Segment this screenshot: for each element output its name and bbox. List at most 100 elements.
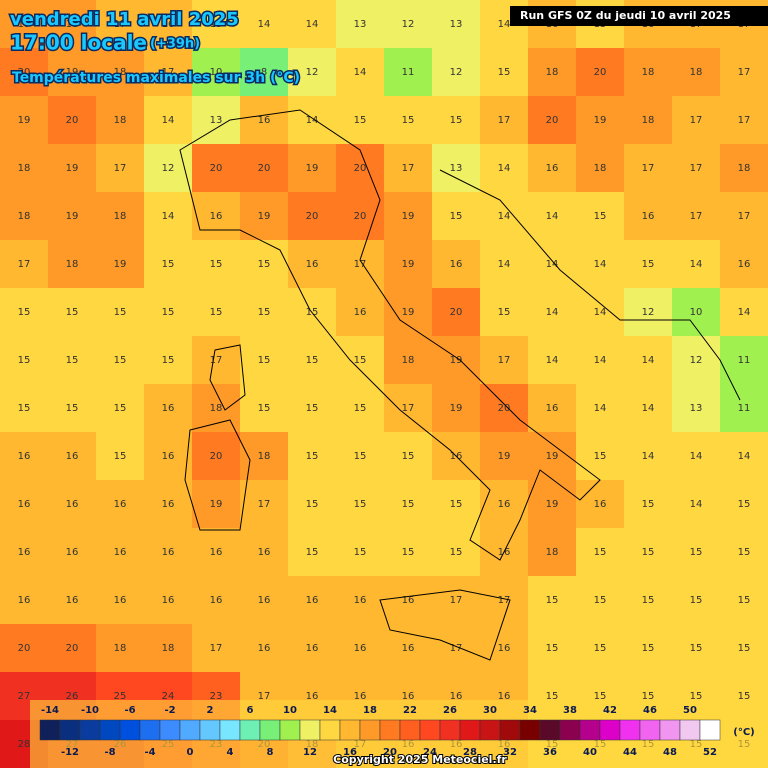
temperature-cell — [144, 480, 193, 529]
temperature-cell — [576, 96, 625, 145]
temperature-cell — [48, 0, 97, 49]
temperature-cell — [576, 192, 625, 241]
temperature-cell — [288, 624, 337, 673]
temperature-value: 8 — [261, 67, 267, 78]
temperature-cell — [144, 528, 193, 577]
temperature-cell — [336, 144, 385, 193]
temperature-cell — [336, 528, 385, 577]
temperature-value: 15 — [738, 499, 751, 510]
temperature-value: 14 — [642, 355, 655, 366]
temperature-cell — [96, 96, 145, 145]
date-title: vendredi 11 avril 2025 — [10, 9, 239, 30]
temperature-value: 14 — [498, 19, 511, 30]
temperature-value: 14 — [162, 211, 175, 222]
temperature-value: 17 — [450, 643, 463, 654]
scale-swatch — [579, 719, 601, 741]
temperature-cell — [240, 336, 289, 385]
temperature-value: 15 — [258, 403, 271, 414]
temperature-value: 15 — [642, 499, 655, 510]
temperature-value: 16 — [114, 595, 127, 606]
temperature-value: 18 — [402, 355, 415, 366]
temperature-cell — [720, 288, 768, 337]
temperature-cell — [48, 144, 97, 193]
temperature-cell — [96, 528, 145, 577]
scale-label: 2 — [207, 705, 214, 716]
temperature-cell — [288, 528, 337, 577]
temperature-value: 15 — [642, 643, 655, 654]
temperature-value: 15 — [546, 595, 559, 606]
temperature-value: 15 — [114, 403, 127, 414]
temperature-value: 15 — [642, 547, 655, 558]
temperature-value: 15 — [66, 355, 79, 366]
temperature-value: 15 — [642, 259, 655, 270]
temperature-cell — [528, 192, 577, 241]
scale-swatch — [119, 719, 141, 741]
temperature-value: 16 — [162, 595, 175, 606]
temperature-value: 11 — [738, 355, 751, 366]
temperature-value: 16 — [66, 547, 79, 558]
temperature-value: 15 — [642, 595, 655, 606]
temperature-cell — [432, 288, 481, 337]
temperature-cell — [384, 96, 433, 145]
scale-swatch — [79, 719, 101, 741]
scale-swatch — [239, 719, 261, 741]
temperature-value: 17 — [642, 163, 655, 174]
temperature-value: 15 — [354, 451, 367, 462]
temperature-value: 11 — [738, 403, 751, 414]
temperature-cell — [288, 192, 337, 241]
scale-swatch — [99, 719, 121, 741]
temperature-cell — [288, 96, 337, 145]
color-scale: -14-12-10-8-6-4-202468101214161820222426… — [30, 700, 768, 768]
temperature-value: 18 — [642, 115, 655, 126]
temperature-cell — [48, 432, 97, 481]
temperature-cell — [576, 528, 625, 577]
scale-label: 4 — [227, 747, 234, 758]
temperature-value: 17 — [210, 643, 223, 654]
temperature-value: 18 — [66, 259, 79, 270]
temperature-value: 15 — [594, 691, 607, 702]
temperature-cell — [144, 48, 193, 97]
temperature-cell — [480, 192, 529, 241]
temperature-cell — [0, 576, 49, 625]
temperature-value: 17 — [402, 403, 415, 414]
temperature-value: 15 — [114, 451, 127, 462]
temperature-cell — [720, 480, 768, 529]
temperature-value: 16 — [210, 211, 223, 222]
coastline-balkans — [439, 169, 741, 401]
temperature-value: 16 — [354, 643, 367, 654]
coastline-sicily — [379, 589, 511, 661]
temperature-value: 15 — [402, 547, 415, 558]
temperature-cell — [432, 192, 481, 241]
temperature-cell — [576, 288, 625, 337]
temperature-value: 15 — [594, 211, 607, 222]
temperature-cell — [192, 432, 241, 481]
temperature-value: 14 — [306, 115, 319, 126]
temperature-value: 15 — [18, 355, 31, 366]
temperature-cell — [672, 192, 721, 241]
temperature-value: 19 — [450, 403, 463, 414]
temperature-cell — [192, 288, 241, 337]
temperature-value: 15 — [402, 115, 415, 126]
temperature-value: 15 — [162, 307, 175, 318]
temperature-cell — [240, 144, 289, 193]
temperature-value: 15 — [258, 307, 271, 318]
scale-label: -2 — [164, 705, 175, 716]
scale-label: 28 — [463, 747, 477, 758]
scale-label: 12 — [303, 747, 317, 758]
temperature-cell — [432, 576, 481, 625]
scale-swatch — [599, 719, 621, 741]
temperature-value: 15 — [450, 115, 463, 126]
temperature-value: 16 — [258, 643, 271, 654]
scale-label: 16 — [343, 747, 357, 758]
temperature-value: 27 — [18, 691, 31, 702]
temperature-value: 15 — [258, 259, 271, 270]
temperature-value: 18 — [594, 163, 607, 174]
scale-label: 48 — [663, 747, 677, 758]
temperature-value: 15 — [450, 211, 463, 222]
temperature-cell — [384, 384, 433, 433]
temperature-value: 15 — [690, 547, 703, 558]
temperature-cell — [336, 96, 385, 145]
temperature-value: 23 — [210, 691, 223, 702]
temperature-cell — [528, 96, 577, 145]
temperature-cell — [576, 384, 625, 433]
